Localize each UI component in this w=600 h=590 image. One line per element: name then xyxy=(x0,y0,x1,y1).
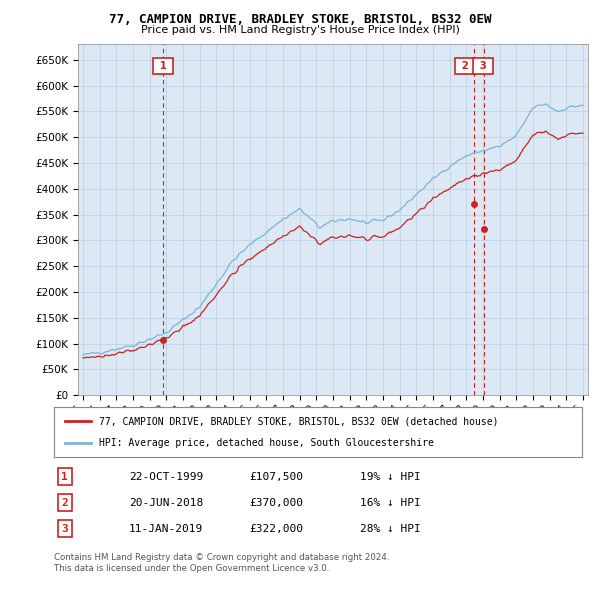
Text: 20-JUN-2018: 20-JUN-2018 xyxy=(129,498,203,507)
Text: 22-OCT-1999: 22-OCT-1999 xyxy=(129,472,203,481)
Text: £107,500: £107,500 xyxy=(249,472,303,481)
Text: 11-JAN-2019: 11-JAN-2019 xyxy=(129,524,203,533)
Text: This data is licensed under the Open Government Licence v3.0.: This data is licensed under the Open Gov… xyxy=(54,565,329,573)
Text: HPI: Average price, detached house, South Gloucestershire: HPI: Average price, detached house, Sout… xyxy=(99,438,434,448)
Text: 77, CAMPION DRIVE, BRADLEY STOKE, BRISTOL, BS32 0EW (detached house): 77, CAMPION DRIVE, BRADLEY STOKE, BRISTO… xyxy=(99,416,499,426)
Text: £322,000: £322,000 xyxy=(249,524,303,533)
Text: 3: 3 xyxy=(61,524,68,533)
Text: 28% ↓ HPI: 28% ↓ HPI xyxy=(360,524,421,533)
Text: £370,000: £370,000 xyxy=(249,498,303,507)
Text: 77, CAMPION DRIVE, BRADLEY STOKE, BRISTOL, BS32 0EW: 77, CAMPION DRIVE, BRADLEY STOKE, BRISTO… xyxy=(109,13,491,26)
Text: 19% ↓ HPI: 19% ↓ HPI xyxy=(360,472,421,481)
Text: 1: 1 xyxy=(156,61,170,71)
Text: 1: 1 xyxy=(61,472,68,481)
Text: 16% ↓ HPI: 16% ↓ HPI xyxy=(360,498,421,507)
Text: Contains HM Land Registry data © Crown copyright and database right 2024.: Contains HM Land Registry data © Crown c… xyxy=(54,553,389,562)
Text: 3: 3 xyxy=(476,61,490,71)
Text: Price paid vs. HM Land Registry's House Price Index (HPI): Price paid vs. HM Land Registry's House … xyxy=(140,25,460,35)
Text: 2: 2 xyxy=(458,61,473,71)
Text: 2: 2 xyxy=(61,498,68,507)
